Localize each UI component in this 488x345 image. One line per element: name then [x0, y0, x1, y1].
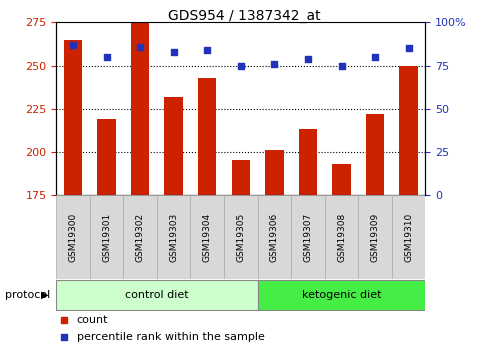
Point [169, 49, 177, 55]
Point [203, 47, 211, 53]
Point [136, 44, 144, 49]
Point [102, 54, 110, 60]
Point [270, 61, 278, 67]
Bar [298, 129, 317, 195]
Bar [399, 66, 417, 195]
Bar [63, 40, 82, 195]
Text: GSM19308: GSM19308 [336, 213, 346, 262]
Text: GSM19301: GSM19301 [102, 213, 111, 262]
Text: protocol: protocol [5, 290, 50, 300]
Text: count: count [77, 315, 108, 325]
Text: ketogenic diet: ketogenic diet [301, 290, 381, 300]
Text: GSM19306: GSM19306 [269, 213, 278, 262]
Bar [190, 195, 224, 279]
Point [69, 42, 77, 48]
Bar [365, 114, 384, 195]
Bar [131, 21, 149, 195]
Text: GSM19304: GSM19304 [203, 213, 211, 262]
Bar [198, 78, 216, 195]
Bar [164, 97, 183, 195]
Text: GSM19307: GSM19307 [303, 213, 312, 262]
Point [337, 63, 345, 68]
Bar [56, 195, 90, 279]
Text: GDS954 / 1387342_at: GDS954 / 1387342_at [168, 9, 320, 23]
Bar [157, 195, 190, 279]
Text: ▶: ▶ [41, 290, 49, 300]
Bar [257, 280, 425, 310]
Bar [90, 195, 123, 279]
Point [60, 317, 67, 323]
Point [404, 46, 412, 51]
Bar [224, 195, 257, 279]
Bar [391, 195, 425, 279]
Text: percentile rank within the sample: percentile rank within the sample [77, 333, 264, 342]
Point [60, 335, 67, 340]
Bar [97, 119, 116, 195]
Bar [358, 195, 391, 279]
Text: GSM19309: GSM19309 [370, 213, 379, 262]
Text: GSM19310: GSM19310 [403, 213, 412, 262]
Text: GSM19303: GSM19303 [169, 213, 178, 262]
Point [304, 56, 311, 61]
Bar [324, 195, 358, 279]
Bar [332, 164, 350, 195]
Bar [257, 195, 290, 279]
Text: GSM19302: GSM19302 [135, 213, 144, 262]
Point [370, 54, 378, 60]
Point [236, 63, 244, 68]
Text: GSM19305: GSM19305 [236, 213, 245, 262]
Bar [231, 160, 249, 195]
Text: control diet: control diet [125, 290, 188, 300]
Bar [264, 150, 283, 195]
Bar [290, 195, 324, 279]
Bar [56, 280, 257, 310]
Text: GSM19300: GSM19300 [68, 213, 78, 262]
Bar [123, 195, 157, 279]
